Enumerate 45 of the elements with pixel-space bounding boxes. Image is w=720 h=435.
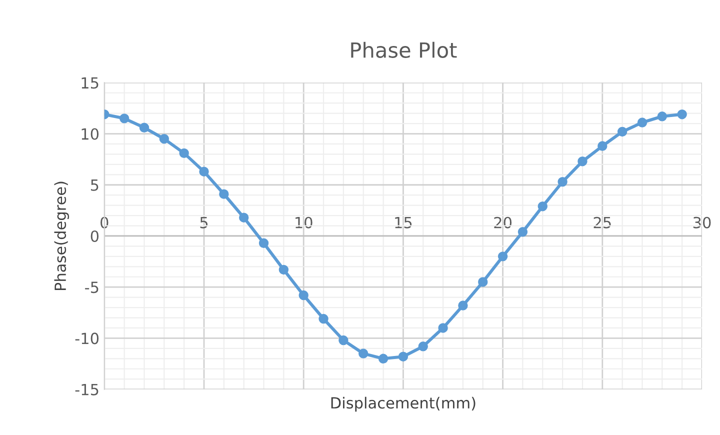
y-tick-label: 15 [82,77,98,89]
y-tick-label: 5 [91,180,98,191]
point [358,348,368,358]
chart-title: Phase Plot [351,42,457,58]
y-tick-label: -15 [75,384,98,396]
x-tick-label: 10 [296,216,312,228]
point [179,148,189,158]
point [119,114,130,124]
point [578,156,588,166]
point [278,264,289,275]
point [418,342,428,352]
point [338,335,348,346]
point [538,201,548,212]
point [258,238,269,248]
point [378,354,388,364]
y-tick-label: 0 [90,230,99,242]
x-tick-label: 25 [594,216,611,228]
point [657,112,668,122]
y-axis-title: Phase(degree) [54,182,70,290]
y-tick-label: 10 [82,128,99,140]
point [238,212,249,222]
x-tick-label: 5 [200,217,208,228]
point [398,352,408,362]
point [617,126,628,137]
point [677,109,687,120]
x-axis-title: Displacement(mm) [331,396,476,412]
point [478,277,488,287]
x-tick-label: 30 [693,216,711,228]
point [139,122,150,132]
point [318,314,328,324]
y-tick-label: -5 [85,282,98,294]
x-tick-label: 15 [395,217,412,228]
y-tick-label: -10 [75,332,99,344]
point [498,252,508,262]
point [159,134,170,144]
point [438,323,448,333]
point [518,227,528,237]
point [458,300,468,310]
point [219,189,229,199]
point [199,166,209,176]
point [558,176,568,187]
point [637,118,648,128]
x-tick-label: 20 [494,216,512,228]
point [298,290,308,300]
point [598,141,608,151]
